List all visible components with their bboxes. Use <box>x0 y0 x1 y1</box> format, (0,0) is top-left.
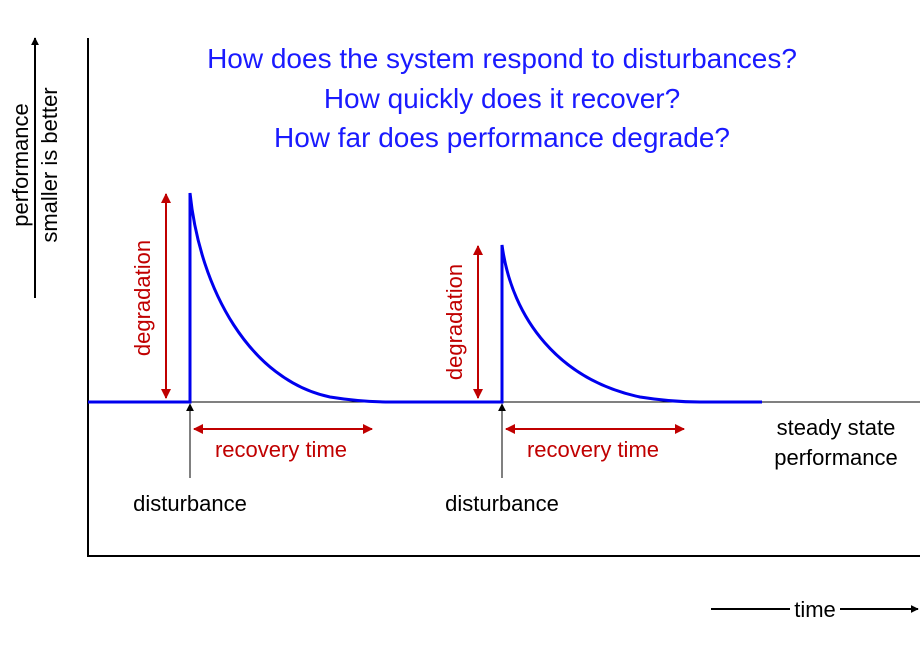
event-2: degradation recovery time disturbance <box>442 245 685 516</box>
question-2: How quickly does it recover? <box>324 83 680 114</box>
question-3: How far does performance degrade? <box>274 122 730 153</box>
disturbance-label: disturbance <box>445 491 559 516</box>
y-axis-label-performance: performance <box>8 103 33 227</box>
steady-state-label-line1: steady state <box>777 415 896 440</box>
performance-curve <box>88 192 762 404</box>
x-axis-label-time: time <box>794 597 836 622</box>
degradation-label: degradation <box>130 240 155 356</box>
y-axis-label: performance smaller is better <box>8 37 62 298</box>
y-axis-label-smaller-is-better: smaller is better <box>37 87 62 242</box>
x-axis-label: time <box>711 597 919 622</box>
recovery-time-label: recovery time <box>215 437 347 462</box>
event-1: degradation recovery time disturbance <box>130 193 373 516</box>
question-1: How does the system respond to disturban… <box>207 43 797 74</box>
steady-state-label-line2: performance <box>774 445 898 470</box>
recovery-time-label: recovery time <box>527 437 659 462</box>
degradation-label: degradation <box>442 264 467 380</box>
disturbance-label: disturbance <box>133 491 247 516</box>
